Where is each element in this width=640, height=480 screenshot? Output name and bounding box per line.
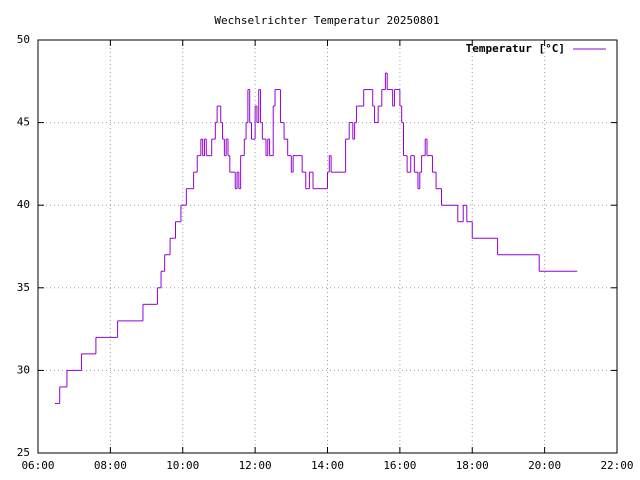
chart-title: Wechselrichter Temperatur 20250801 xyxy=(214,14,439,27)
x-tick-label: 20:00 xyxy=(528,459,561,472)
y-tick-label: 45 xyxy=(17,116,30,129)
x-tick-label: 10:00 xyxy=(166,459,199,472)
x-tick-label: 16:00 xyxy=(383,459,416,472)
x-tick-label: 18:00 xyxy=(456,459,489,472)
x-tick-label: 12:00 xyxy=(239,459,272,472)
x-tick-label: 14:00 xyxy=(311,459,344,472)
plot-border xyxy=(37,39,618,454)
y-tick-label: 50 xyxy=(17,33,30,46)
legend-label: Temperatur [°C] xyxy=(466,42,565,55)
y-tick-label: 40 xyxy=(17,198,30,211)
x-tick-label: 22:00 xyxy=(600,459,633,472)
y-tick-label: 30 xyxy=(17,363,30,376)
x-tick-label: 06:00 xyxy=(21,459,54,472)
x-tick-label: 08:00 xyxy=(94,459,127,472)
y-tick-label: 25 xyxy=(17,446,30,459)
y-tick-label: 35 xyxy=(17,281,30,294)
